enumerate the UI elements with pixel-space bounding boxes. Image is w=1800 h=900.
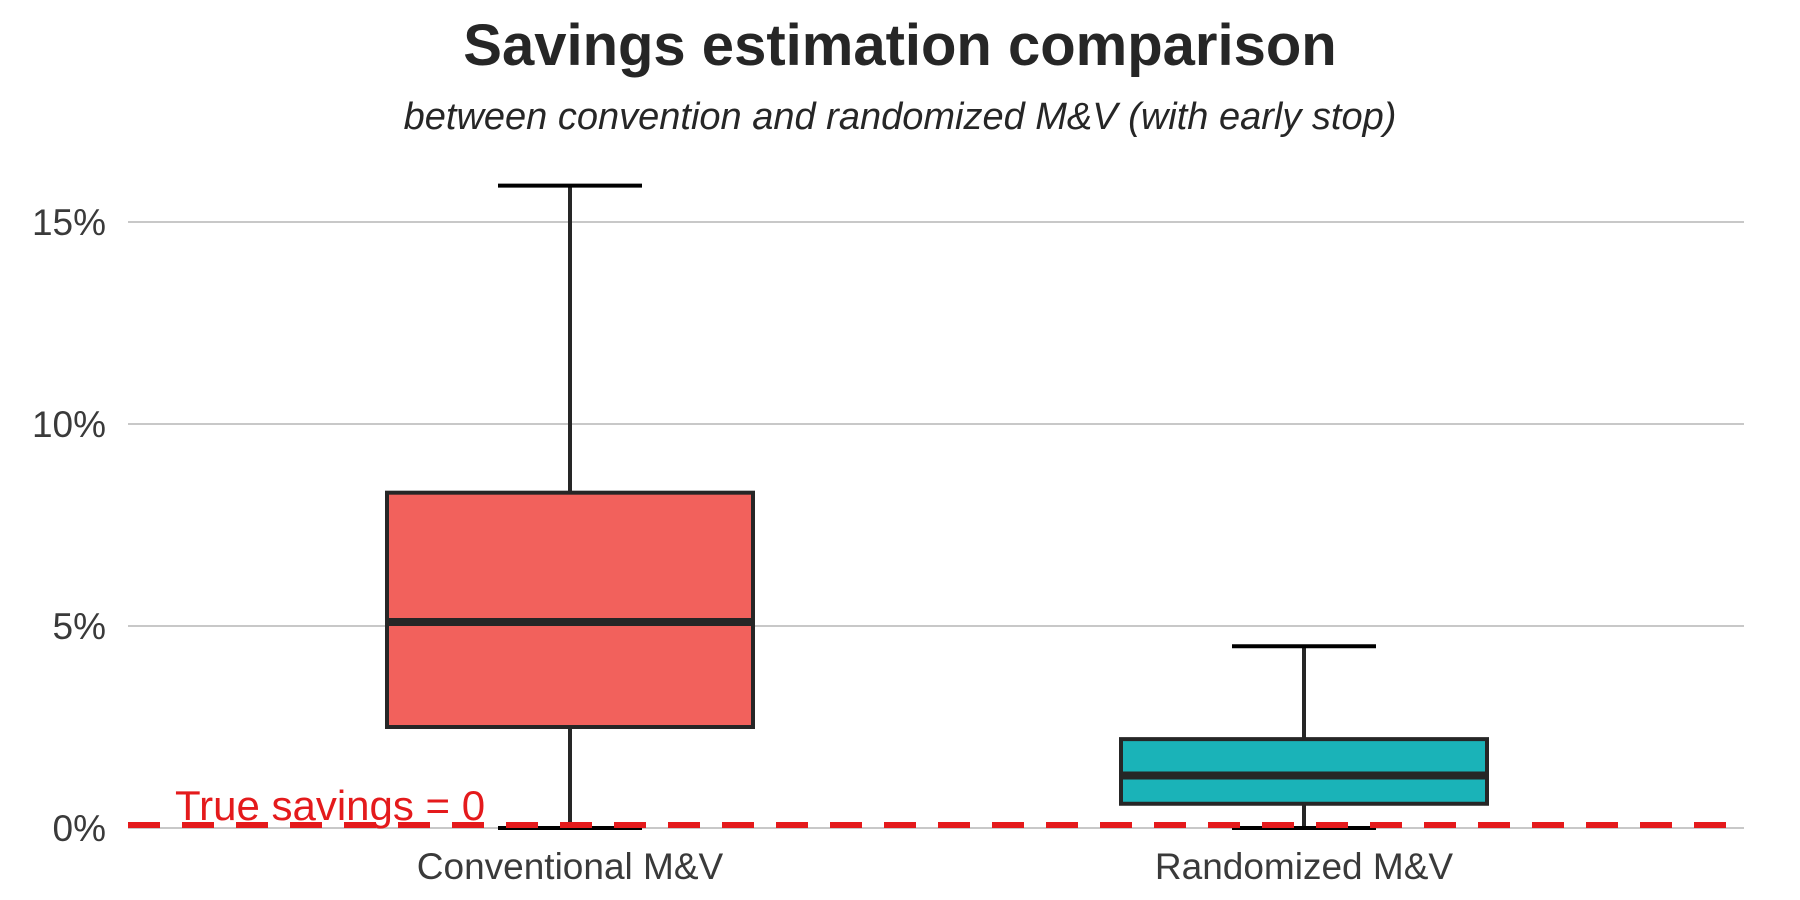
boxes bbox=[385, 183, 1489, 830]
y-tick-label: 15% bbox=[32, 202, 106, 243]
y-axis-ticks: 0% 5% 10% 15% bbox=[32, 202, 106, 849]
chart-subtitle: between convention and randomized M&V (w… bbox=[403, 96, 1397, 138]
y-tick-label: 10% bbox=[32, 404, 106, 445]
x-axis-categories: Conventional M&V Randomized M&V bbox=[417, 846, 1454, 887]
y-tick-label: 0% bbox=[53, 808, 106, 849]
iqr-box bbox=[385, 490, 755, 729]
reference-line-group: True savings = 0 bbox=[128, 782, 1744, 829]
box-1 bbox=[385, 183, 755, 830]
reference-line-label: True savings = 0 bbox=[175, 782, 485, 829]
grid-lines bbox=[128, 221, 1744, 829]
box-2 bbox=[1119, 644, 1489, 830]
y-tick-label: 5% bbox=[53, 606, 106, 647]
x-category-label: Conventional M&V bbox=[417, 846, 724, 887]
iqr-box bbox=[1119, 737, 1489, 806]
x-category-label: Randomized M&V bbox=[1155, 846, 1454, 887]
chart-title: Savings estimation comparison bbox=[463, 13, 1337, 78]
